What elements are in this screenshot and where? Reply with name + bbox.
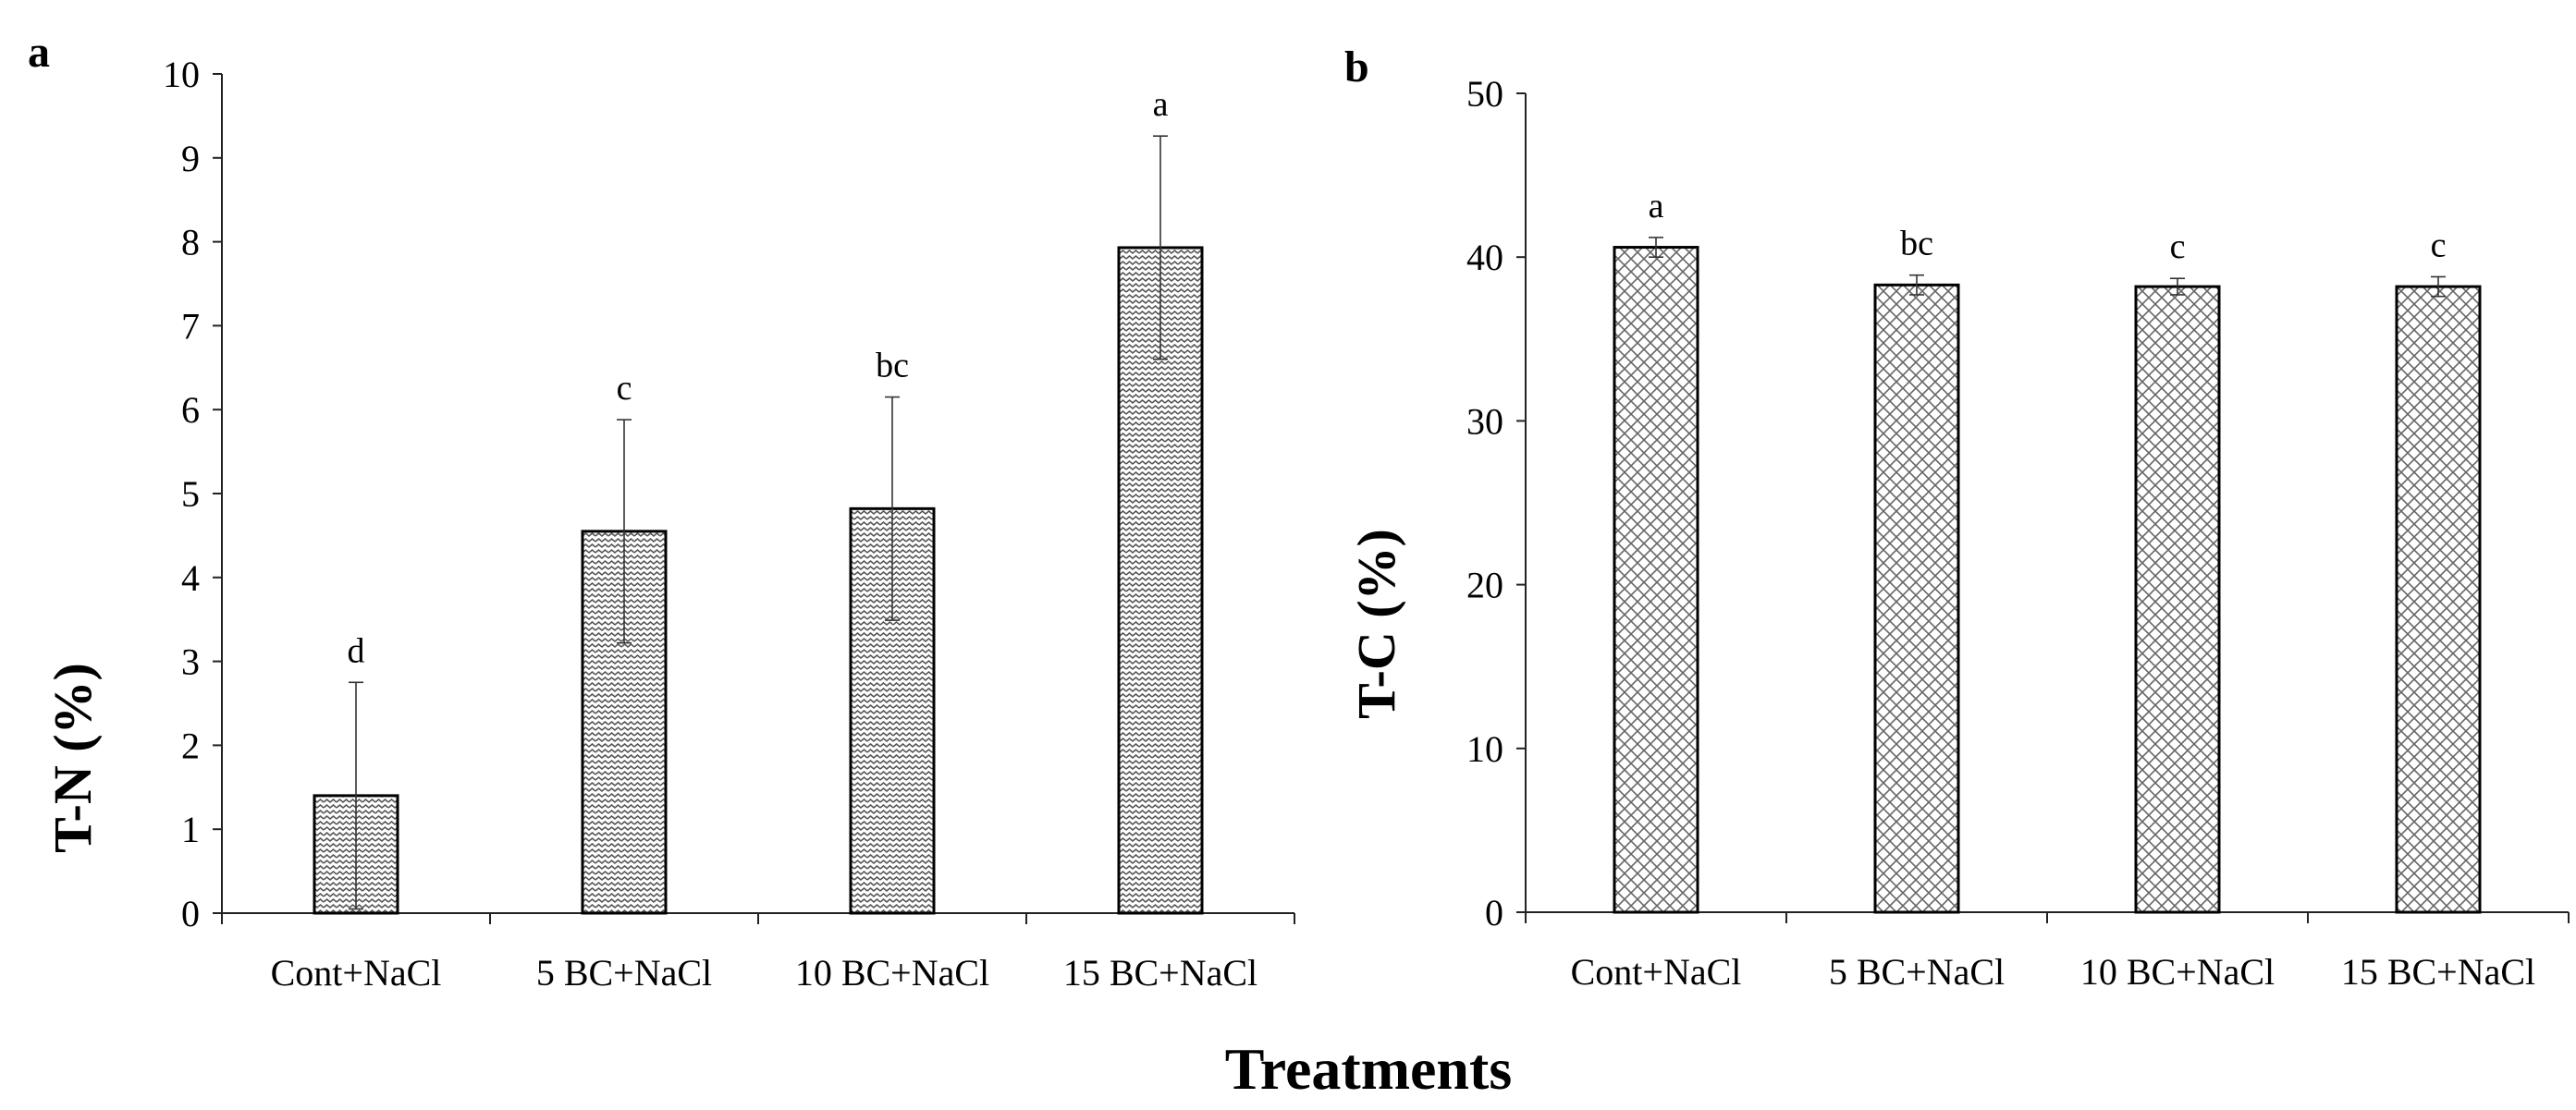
x-tick-label: Cont+NaCl <box>1571 951 1742 993</box>
bar <box>2395 285 2482 914</box>
y-tick-label: 9 <box>181 138 200 179</box>
significance-letter: bc <box>876 347 909 385</box>
y-tick-label: 50 <box>1466 73 1503 115</box>
y-tick-label: 10 <box>1466 728 1503 770</box>
y-tick-label: 0 <box>1485 892 1503 933</box>
panel-a-bars: d Cont+NaCl c 5 BC+NaCl bc 10 BC+NaCl a 15 BC+N… <box>271 85 1258 994</box>
x-tick-label: Cont+NaCl <box>271 952 442 994</box>
y-tick-label: 3 <box>181 641 200 683</box>
y-tick-label: 5 <box>181 473 200 515</box>
x-axis-label-treatments: Treatments <box>1225 1036 1512 1102</box>
panel-a-y-axis-label: T-N (%) <box>43 663 103 853</box>
y-tick-label: 20 <box>1466 565 1503 606</box>
significance-letter: d <box>348 631 365 670</box>
x-tick-label: 15 BC+NaCl <box>2341 951 2535 993</box>
y-tick-label: 10 <box>163 54 200 95</box>
x-tick-label: 5 BC+NaCl <box>1829 951 2005 993</box>
significance-letter: c <box>2170 227 2186 266</box>
significance-letter: c <box>617 369 632 408</box>
significance-letter: a <box>1649 187 1664 226</box>
significance-letter: c <box>2431 226 2447 264</box>
y-tick-label: 4 <box>181 557 200 599</box>
y-tick-label: 1 <box>181 809 200 850</box>
x-tick-label: 15 BC+NaCl <box>1063 952 1257 994</box>
y-tick-label: 8 <box>181 222 200 263</box>
panel-a-axes: 0 1 2 3 4 5 6 7 8 9 10 <box>163 54 1295 934</box>
y-tick-label: 6 <box>181 389 200 431</box>
y-tick-label: 7 <box>181 305 200 347</box>
significance-letter: a <box>1153 85 1169 124</box>
x-tick-label: 10 BC+NaCl <box>2080 951 2275 993</box>
panel-a-label: a <box>28 28 50 77</box>
panel-b-y-axis-label: T-C (%) <box>1346 529 1406 719</box>
x-tick-label: 10 BC+NaCl <box>795 952 989 994</box>
significance-letter: bc <box>1900 225 1933 263</box>
x-tick-label: 5 BC+NaCl <box>536 952 712 994</box>
panel-b-axes: 0 10 20 30 40 50 <box>1466 73 2570 933</box>
bar <box>2134 285 2221 914</box>
y-tick-label: 2 <box>181 725 200 766</box>
bar <box>1613 246 1699 914</box>
panel-b-chart: b T-C (%) 0 10 20 30 40 50 a Cont+NaCl bc 5 BC+N… <box>1344 43 2570 993</box>
panel-b-bars: a Cont+NaCl bc 5 BC+NaCl c 10 BC+NaCl c 15 BC+N… <box>1571 187 2536 993</box>
panel-a-chart: a T-N (%) 0 1 2 3 4 5 6 7 8 9 10 d Cont+NaCl c 5 BC+N… <box>28 28 1295 994</box>
y-tick-label: 0 <box>181 893 200 934</box>
panel-b-label: b <box>1344 43 1369 91</box>
bar <box>1873 283 1960 914</box>
y-tick-label: 30 <box>1466 400 1503 442</box>
y-tick-label: 40 <box>1466 237 1503 278</box>
